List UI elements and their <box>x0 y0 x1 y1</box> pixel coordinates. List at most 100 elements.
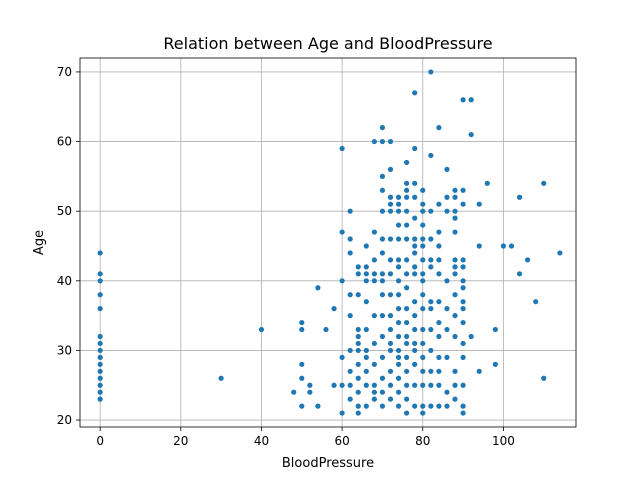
data-point <box>363 243 369 249</box>
data-point <box>371 271 377 277</box>
data-point <box>460 285 466 291</box>
data-point <box>508 243 515 249</box>
data-point <box>355 389 361 395</box>
data-point <box>404 340 410 347</box>
data-point <box>476 368 482 374</box>
data-point <box>404 194 410 200</box>
data-point <box>412 145 418 152</box>
data-point <box>347 382 353 388</box>
data-point <box>355 347 361 354</box>
data-point <box>533 299 539 305</box>
data-point <box>299 361 305 367</box>
data-point <box>460 299 466 305</box>
data-point <box>428 403 434 409</box>
data-point <box>97 340 103 347</box>
data-point <box>420 403 426 409</box>
data-point <box>371 138 377 145</box>
data-point <box>379 236 386 242</box>
x-tick-label: 60 <box>334 434 349 448</box>
data-point <box>371 257 377 263</box>
data-point <box>460 319 466 326</box>
data-point <box>476 201 482 207</box>
data-point <box>97 333 103 340</box>
data-point <box>355 264 361 270</box>
data-point <box>387 368 394 374</box>
data-point <box>460 410 466 416</box>
data-point <box>452 292 458 298</box>
data-point <box>460 264 466 270</box>
x-tick-label: 80 <box>415 434 430 448</box>
data-point <box>444 403 450 409</box>
data-point <box>436 257 442 263</box>
data-point <box>404 354 410 360</box>
data-point <box>339 145 345 152</box>
data-point <box>379 250 386 256</box>
data-point <box>355 326 361 333</box>
data-point <box>436 333 442 340</box>
data-point <box>363 278 369 284</box>
y-tick-label: 50 <box>57 204 72 218</box>
data-point <box>347 208 353 214</box>
data-point <box>395 257 402 263</box>
data-point <box>452 264 458 270</box>
data-point <box>436 229 442 235</box>
data-point <box>468 131 474 138</box>
data-point <box>395 319 402 326</box>
data-point <box>460 97 466 103</box>
data-point <box>355 271 361 277</box>
data-point <box>500 243 507 249</box>
data-point <box>404 306 410 312</box>
data-point <box>428 69 434 75</box>
data-point <box>412 236 418 242</box>
data-point <box>428 368 434 374</box>
data-point <box>436 125 442 131</box>
data-point <box>97 368 103 374</box>
data-point <box>444 278 450 284</box>
data-point <box>347 396 353 402</box>
data-point <box>404 368 410 374</box>
data-point <box>315 285 321 291</box>
data-point <box>525 257 531 263</box>
data-point <box>379 292 386 298</box>
data-point <box>395 354 402 360</box>
data-point <box>436 382 442 388</box>
data-point <box>331 382 337 388</box>
data-point <box>420 236 426 242</box>
data-point <box>412 313 418 319</box>
data-point <box>347 313 353 319</box>
data-point <box>387 236 394 242</box>
data-point <box>387 208 394 214</box>
data-point <box>460 257 466 263</box>
data-point <box>347 250 353 256</box>
data-point <box>339 229 345 235</box>
data-point <box>404 382 410 388</box>
data-point <box>299 319 305 326</box>
data-point <box>299 326 305 333</box>
data-point <box>452 333 458 340</box>
data-point <box>387 138 394 145</box>
data-point <box>355 340 361 347</box>
data-point <box>420 354 426 360</box>
data-point <box>404 187 410 193</box>
scatter-points <box>97 69 563 416</box>
data-point <box>444 306 450 312</box>
data-point <box>379 271 386 277</box>
data-point <box>299 375 305 381</box>
data-point <box>371 389 377 395</box>
data-point <box>412 215 418 221</box>
data-point <box>307 389 313 395</box>
data-point <box>363 403 369 409</box>
data-point <box>387 194 394 200</box>
data-point <box>428 299 434 305</box>
data-point <box>412 361 418 367</box>
data-point <box>444 194 450 200</box>
data-point <box>379 173 386 179</box>
data-point <box>323 326 329 333</box>
data-point <box>420 382 426 388</box>
data-point <box>444 166 450 172</box>
data-point <box>404 257 410 263</box>
data-point <box>428 326 434 333</box>
data-point <box>452 396 458 402</box>
data-point <box>347 292 353 298</box>
data-point <box>387 396 394 402</box>
